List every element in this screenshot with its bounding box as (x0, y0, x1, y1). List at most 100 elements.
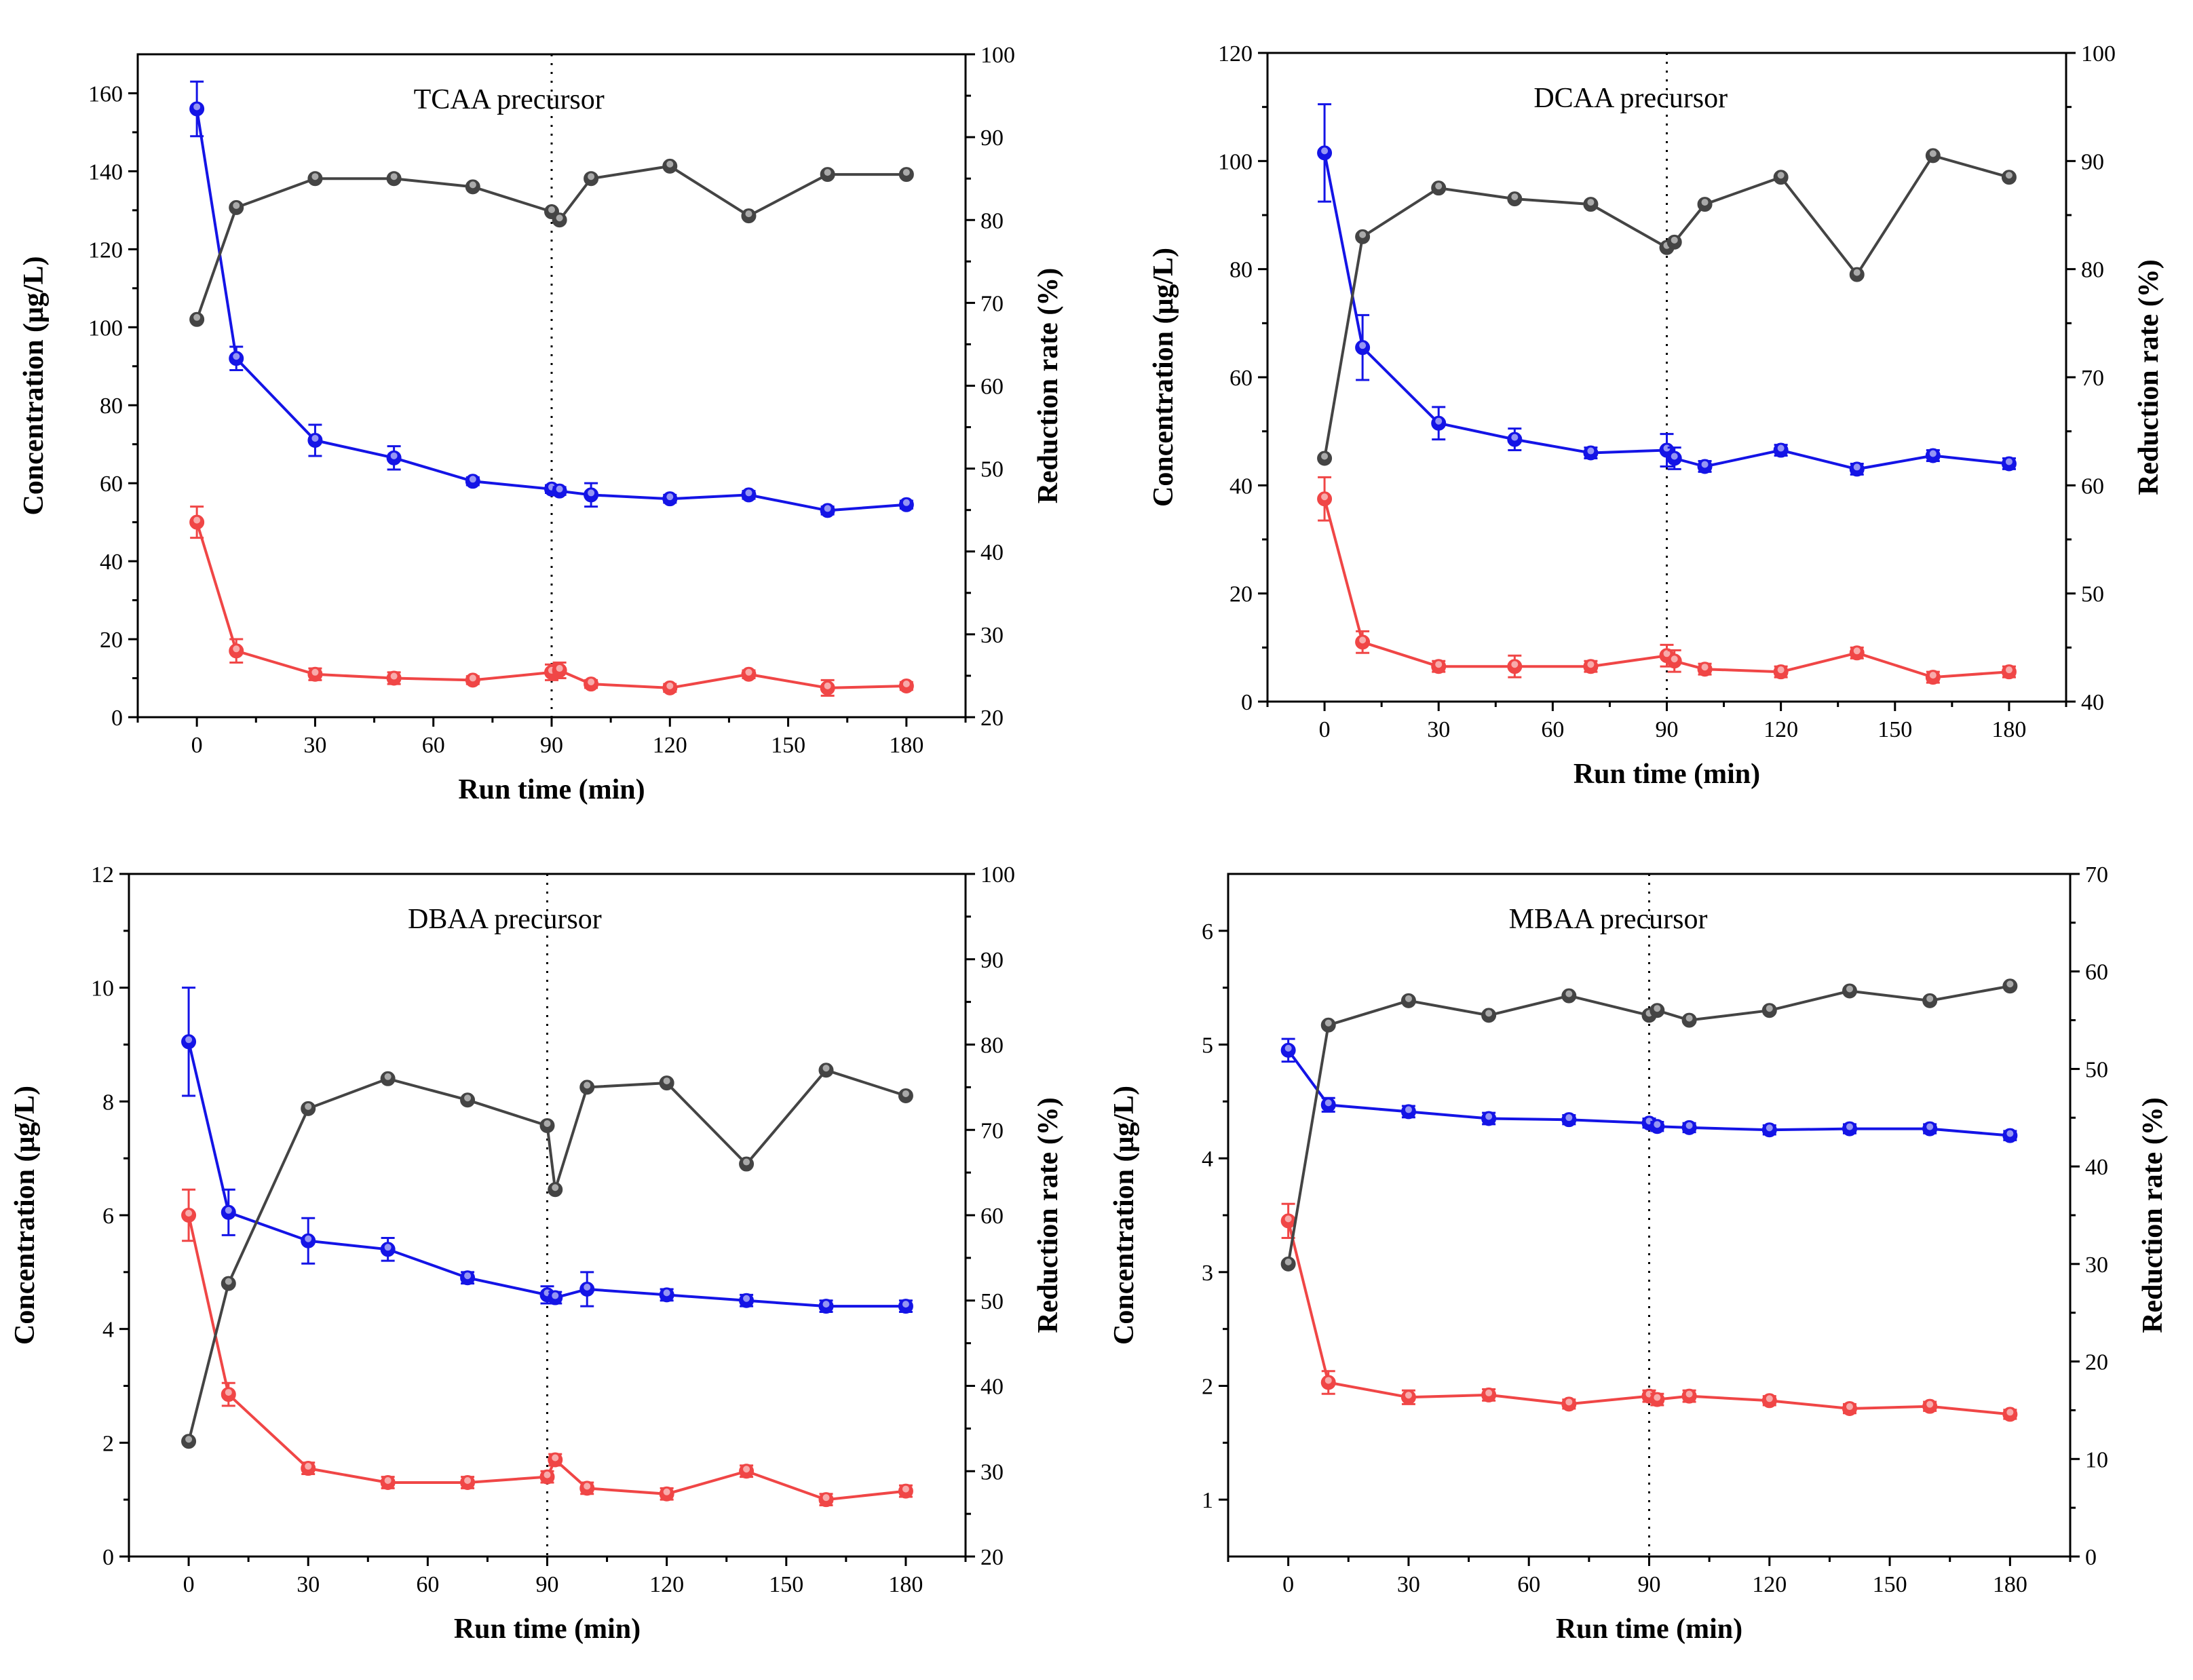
x-tick-label: 150 (1877, 717, 1912, 742)
data-point-highlight (305, 1463, 312, 1470)
data-point-highlight (1671, 655, 1678, 663)
data-point-highlight (2005, 666, 2013, 674)
data-point-highlight (390, 452, 398, 459)
y-tick-label: 12 (91, 862, 114, 887)
data-point-highlight (1846, 985, 1853, 993)
y-tick-label: 4 (1202, 1147, 1213, 1172)
data-point-highlight (1405, 1392, 1412, 1399)
series-gray (1317, 148, 2017, 466)
data-point-highlight (1929, 672, 1937, 679)
data-point-highlight (469, 181, 476, 189)
data-point-highlight (464, 1094, 472, 1102)
x-tick-label: 180 (888, 1572, 923, 1597)
chart-title: TCAA precursor (414, 84, 605, 115)
data-point-highlight (902, 169, 910, 176)
data-point-highlight (1485, 1113, 1493, 1120)
data-point-highlight (1359, 636, 1367, 644)
data-point-highlight (1435, 183, 1443, 190)
x-tick-label: 30 (303, 733, 326, 758)
y-tick-label: 8 (102, 1090, 114, 1115)
data-point-highlight (193, 103, 201, 111)
data-point-highlight (1321, 493, 1329, 501)
series-blue (181, 987, 913, 1314)
data-point-highlight (390, 173, 398, 180)
chart-title: DBAA precursor (408, 904, 602, 935)
data-point-highlight (1359, 342, 1367, 349)
data-point-highlight (1284, 1215, 1292, 1223)
y2-tick-label: 80 (980, 208, 1004, 233)
data-point-highlight (1671, 236, 1678, 244)
y-tick-label: 80 (100, 394, 123, 419)
series-blue (1317, 103, 2017, 477)
data-point-highlight (743, 1295, 750, 1302)
y2-tick-label: 90 (980, 948, 1004, 973)
data-point-highlight (193, 313, 201, 321)
data-point-highlight (1565, 1398, 1573, 1406)
data-point-highlight (1926, 995, 1934, 1002)
y2-tick-label: 100 (980, 43, 1015, 68)
series-line-red (187, 1215, 907, 1502)
y-axis-label: Concentration (μg/L) (9, 1086, 41, 1345)
data-point-highlight (185, 1436, 193, 1443)
y2-tick-label: 20 (980, 706, 1004, 731)
x-tick-label: 150 (1873, 1572, 1907, 1597)
y2-tick-label: 70 (980, 1118, 1004, 1143)
data-point-highlight (824, 682, 831, 689)
y-tick-label: 4 (102, 1318, 114, 1343)
x-tick-label: 90 (540, 733, 563, 758)
x-tick-label: 0 (191, 733, 203, 758)
y2-tick-label: 60 (980, 1204, 1004, 1229)
y2-axis-label: Reduction rate (%) (1033, 1097, 1064, 1333)
y2-tick-label: 20 (980, 1545, 1004, 1570)
x-tick-label: 120 (649, 1572, 684, 1597)
data-point-highlight (1654, 1121, 1661, 1128)
x-tick-label: 150 (769, 1572, 803, 1597)
data-point-highlight (311, 173, 319, 180)
data-point-highlight (1565, 1114, 1573, 1122)
x-tick-label: 90 (536, 1572, 559, 1597)
y-tick-label: 120 (1218, 41, 1253, 66)
plot-frame (1227, 873, 2072, 1558)
data-point-highlight (544, 1471, 551, 1478)
data-point-highlight (1701, 664, 1709, 671)
data-point-highlight (822, 1065, 830, 1072)
y-tick-label: 0 (102, 1545, 114, 1570)
data-point-highlight (1701, 199, 1709, 206)
data-point-highlight (1853, 647, 1861, 655)
data-point-highlight (1685, 1122, 1693, 1129)
data-point-highlight (2006, 1130, 2014, 1137)
y-tick-label: 60 (100, 472, 123, 497)
data-point-highlight (745, 668, 752, 676)
series-gray (1280, 978, 2018, 1272)
x-tick-label: 180 (889, 733, 923, 758)
x-axis-label: Run time (min) (454, 1614, 641, 1645)
y2-tick-label: 40 (2081, 690, 2104, 715)
y2-tick-label: 50 (980, 457, 1004, 482)
data-point-highlight (469, 674, 476, 682)
data-point-highlight (384, 1073, 392, 1080)
y-tick-label: 100 (1218, 149, 1253, 174)
data-point-highlight (1324, 1099, 1332, 1107)
series-line-gray (195, 164, 907, 320)
y2-tick-label: 40 (980, 1375, 1004, 1400)
data-point-highlight (2006, 1409, 2014, 1416)
y2-tick-label: 30 (2085, 1253, 2108, 1278)
series-red (189, 505, 914, 697)
y2-tick-label: 50 (2085, 1057, 2108, 1082)
data-point-highlight (1846, 1123, 1853, 1130)
data-point-highlight (1324, 1019, 1332, 1027)
y-tick-label: 5 (1202, 1033, 1213, 1058)
x-tick-label: 60 (1517, 1572, 1540, 1597)
data-point-highlight (1663, 650, 1671, 657)
data-point-highlight (1929, 150, 1937, 157)
y-tick-label: 40 (100, 550, 123, 575)
data-point-highlight (666, 682, 674, 689)
y-tick-label: 80 (1229, 258, 1253, 283)
data-point-highlight (902, 1301, 909, 1308)
data-point-highlight (384, 1477, 392, 1485)
y-tick-label: 40 (1229, 474, 1253, 499)
data-point-highlight (384, 1244, 392, 1251)
data-point-highlight (1853, 463, 1861, 471)
chart-panel-1: 0 30 60 90 120 150 180 0 20 40 60 80 100 120 140 160 20 3… (18, 43, 1064, 805)
data-point-highlight (469, 476, 476, 483)
